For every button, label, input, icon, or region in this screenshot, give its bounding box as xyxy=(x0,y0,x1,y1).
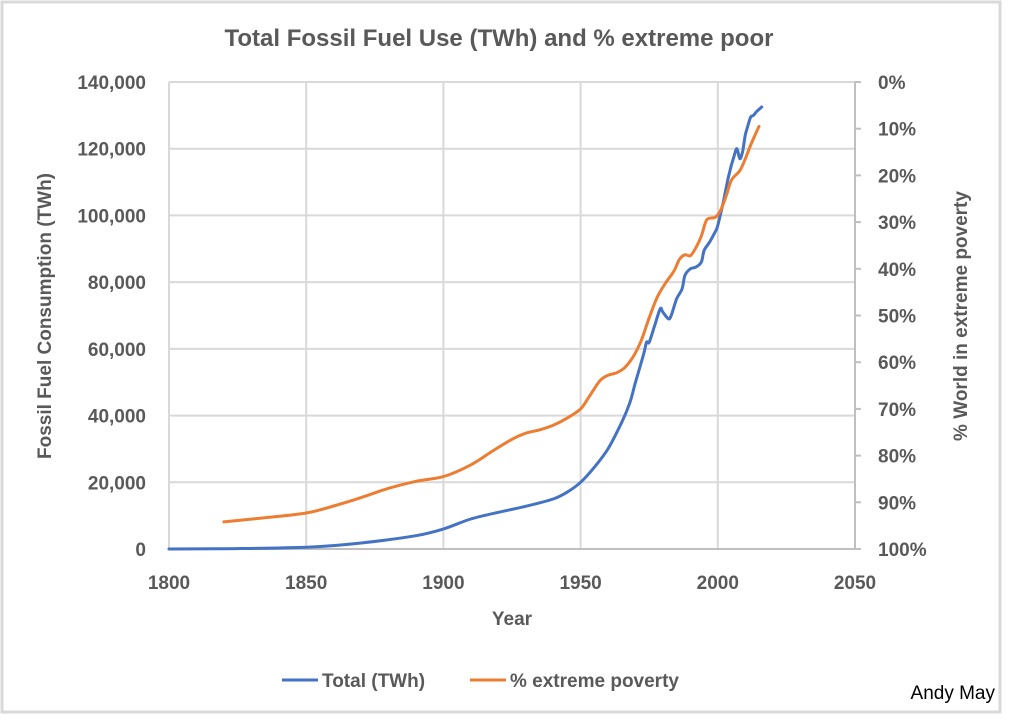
y2-tick-label: 70% xyxy=(878,400,916,421)
y2-axis-title: % World in extreme poverty xyxy=(951,191,972,441)
y-tick-label: 120,000 xyxy=(77,140,146,161)
chart-border xyxy=(0,0,1002,714)
x-tick-label: 1800 xyxy=(148,573,190,594)
y2-tick-label: 90% xyxy=(878,493,916,514)
y2-tick-label: 40% xyxy=(878,260,916,281)
x-axis-title: Year xyxy=(492,609,533,630)
y2-tick-labels: 0% 10% 20% 30% 40% 50% 60% 70% 80% 90% 100% xyxy=(878,73,927,561)
x-tick-labels: 1800 1850 1900 1950 2000 2050 xyxy=(148,573,876,594)
y2-tick-label: 80% xyxy=(878,447,916,468)
y2-tick-label: 100% xyxy=(878,540,927,561)
y2-tick-label: 0% xyxy=(878,73,906,94)
x-tick-label: 2000 xyxy=(697,573,739,594)
y-tick-label: 60,000 xyxy=(88,340,146,361)
y2-tick-label: 50% xyxy=(878,307,916,328)
y-tick-label: 80,000 xyxy=(88,273,146,294)
y-tick-label: 140,000 xyxy=(77,73,146,94)
y-tick-label: 100,000 xyxy=(77,206,146,227)
y-tick-label: 40,000 xyxy=(88,407,146,428)
y-tick-labels: 0 20,000 40,000 60,000 80,000 100,000 120,000 1… xyxy=(77,73,146,561)
x-tick-label: 1950 xyxy=(559,573,601,594)
x-tick-label: 1850 xyxy=(285,573,327,594)
y2-tick-label: 30% xyxy=(878,213,916,234)
x-tick-label: 1900 xyxy=(422,573,464,594)
author-credit: Andy May xyxy=(911,683,996,704)
x-tick-label: 2050 xyxy=(834,573,876,594)
chart-title: Total Fossil Fuel Use (TWh) and % extrem… xyxy=(225,25,774,52)
legend-item-total[interactable]: Total (TWh) xyxy=(282,671,425,692)
y2-tick-label: 60% xyxy=(878,353,916,374)
legend-item-poverty[interactable]: % extreme poverty xyxy=(470,671,679,692)
y-tick-label: 20,000 xyxy=(88,473,146,494)
y2-tick-label: 20% xyxy=(878,166,916,187)
series-line-extreme-poverty xyxy=(222,124,761,524)
y-axis-title: Fossil Fuel Consumption (TWh) xyxy=(35,173,56,459)
series-layer xyxy=(167,105,764,551)
legend: Total (TWh) % extreme poverty xyxy=(282,671,679,692)
legend-label-total: Total (TWh) xyxy=(322,671,425,692)
legend-label-poverty: % extreme poverty xyxy=(510,671,679,692)
y-tick-label: 0 xyxy=(135,540,146,561)
y2-tick-label: 10% xyxy=(878,120,916,141)
series-line-total-twh xyxy=(167,105,764,551)
